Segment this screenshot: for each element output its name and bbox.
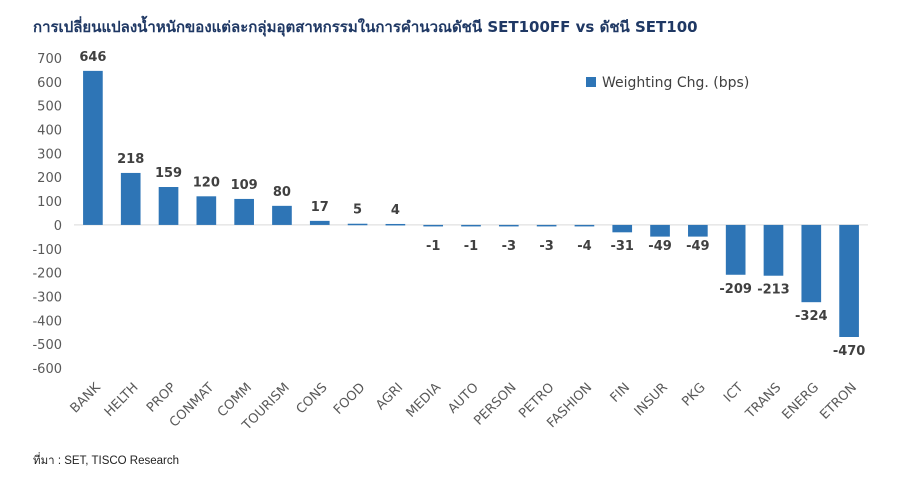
y-tick-label: 0: [54, 219, 62, 234]
data-labels-group: 646 218 159 120 109 80 17 5 4 -1 -1 -3 -3 -4 -31 -49 -49…: [79, 50, 865, 359]
bar-person: [498, 224, 519, 227]
data-label: -49: [648, 239, 672, 254]
data-label: -4: [577, 239, 591, 254]
y-tick-label: -400: [32, 314, 62, 329]
x-tick-label: ICT: [721, 380, 746, 405]
y-tick-label: -600: [32, 362, 62, 377]
data-label: 218: [117, 152, 144, 167]
x-tick-label: TRANS: [742, 380, 784, 422]
x-tick-label: HELTH: [102, 380, 142, 420]
y-tick-label: 700: [37, 52, 62, 67]
bar-insur: [650, 224, 670, 237]
y-tick-label: -300: [32, 290, 62, 305]
bar-media: [423, 224, 444, 227]
x-tick-label: PROP: [144, 380, 179, 415]
bar-fin: [612, 224, 633, 233]
legend: Weighting Chg. (bps): [586, 75, 749, 91]
data-label: 646: [79, 50, 106, 65]
x-tick-label: FIN: [608, 380, 633, 405]
y-tick-label: -200: [32, 267, 62, 282]
bar-bank: [83, 70, 103, 225]
x-tick-label: AGRI: [373, 380, 406, 413]
x-tick-label: ETRON: [817, 380, 860, 423]
data-label: 109: [231, 178, 258, 193]
bar-trans: [763, 224, 784, 276]
x-tick-label: MEDIA: [404, 380, 444, 420]
data-label: -31: [610, 239, 634, 254]
data-label: -324: [795, 309, 828, 324]
bar-fashion: [574, 224, 595, 227]
bar-energ: [801, 224, 822, 303]
data-label: -470: [833, 344, 866, 359]
data-label: 120: [193, 175, 220, 190]
data-label: -1: [464, 239, 478, 254]
legend-label: Weighting Chg. (bps): [602, 75, 749, 91]
bar-pkg: [688, 224, 708, 237]
bars-group: [83, 70, 859, 337]
bar-tourism: [272, 205, 292, 225]
y-tick-label: 300: [37, 147, 62, 162]
data-label: 80: [273, 185, 291, 200]
y-tick-label: 100: [37, 195, 62, 210]
x-tick-label: ENERG: [779, 380, 822, 423]
x-tick-label: PKG: [679, 380, 708, 409]
bar-agri: [385, 223, 406, 226]
bar-food: [347, 223, 368, 226]
x-tick-label: PERSON: [471, 380, 519, 428]
data-label: -3: [539, 239, 553, 254]
data-label: -213: [757, 283, 790, 298]
data-label: 5: [353, 203, 362, 218]
data-label: -49: [686, 239, 710, 254]
bar-ict: [725, 224, 746, 275]
data-label: -3: [502, 239, 516, 254]
x-tick-label: FOOD: [331, 380, 368, 417]
bar-etron: [839, 224, 859, 337]
y-tick-label: 200: [37, 171, 62, 186]
y-tick-label: -100: [32, 243, 62, 258]
bar-prop: [158, 187, 179, 225]
bar-comm: [234, 198, 254, 225]
data-label: -1: [426, 239, 440, 254]
bar-helth: [120, 172, 141, 225]
legend-swatch: [586, 77, 596, 87]
bar-auto: [461, 224, 481, 227]
bar-cons: [309, 220, 330, 225]
x-tick-label: AUTO: [445, 380, 481, 416]
y-tick-label: 400: [37, 124, 62, 139]
y-tick-label: 600: [37, 76, 62, 91]
data-label: -209: [719, 282, 752, 297]
bar-petro: [536, 224, 557, 227]
y-axis: 700 600 500 400 300 200 100 0 -100 -200 -300 -400 -5…: [32, 52, 62, 377]
x-tick-label: CONS: [294, 380, 331, 417]
x-tick-label: BANK: [68, 380, 104, 416]
source-note: ที่มา : SET, TISCO Research: [33, 455, 180, 467]
x-tick-label: INSUR: [632, 380, 671, 419]
data-label: 4: [391, 203, 400, 218]
y-tick-label: -500: [32, 338, 62, 353]
y-tick-label: 500: [37, 100, 62, 115]
data-label: 159: [155, 166, 182, 181]
bar-conmat: [196, 196, 217, 225]
data-label: 17: [311, 200, 329, 215]
chart-title: การเปลี่ยนแปลงน้ำหนักของแต่ละกลุ่มอุตสาห…: [33, 18, 698, 36]
